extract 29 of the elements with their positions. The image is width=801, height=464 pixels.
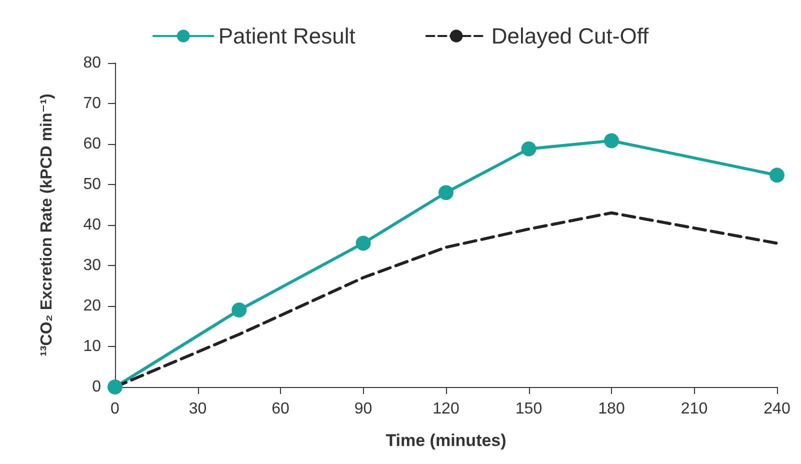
point	[521, 141, 536, 156]
point	[232, 302, 247, 318]
x-tick-label: 90	[354, 400, 372, 418]
legend-label: Patient Result	[218, 24, 356, 48]
x-tick-label: 120	[432, 400, 460, 418]
x-tick-label: 150	[515, 400, 542, 418]
y-tick-label: 0	[92, 378, 102, 396]
x-tick-label: 240	[764, 400, 790, 418]
y-tick-label: 50	[83, 176, 102, 193]
point	[604, 133, 619, 148]
y-tick-label: 40	[83, 216, 102, 234]
legend-label: Delayed Cut-Off	[491, 24, 650, 48]
y-axis-title: ¹³CO₂ Excretion Rate (kPCD min⁻¹)	[38, 94, 56, 356]
y-tick-label: 30	[83, 257, 102, 274]
y-tick-label: 10	[83, 338, 102, 355]
x-tick-label: 210	[680, 400, 708, 418]
point	[108, 380, 122, 394]
point	[356, 236, 371, 251]
y-tick-label: 80	[83, 54, 102, 72]
x-tick-label: 60	[272, 400, 290, 418]
x-tick-label: 0	[110, 400, 120, 418]
x-axis-title: Time (minutes)	[386, 431, 506, 450]
y-tick-label: 20	[83, 298, 102, 314]
point	[438, 185, 454, 200]
y-tick-label: 60	[83, 136, 102, 152]
x-tick-label: 30	[188, 400, 207, 418]
point	[770, 168, 784, 183]
y-tick-label: 70	[83, 95, 102, 112]
x-tick-label: 180	[598, 400, 625, 418]
